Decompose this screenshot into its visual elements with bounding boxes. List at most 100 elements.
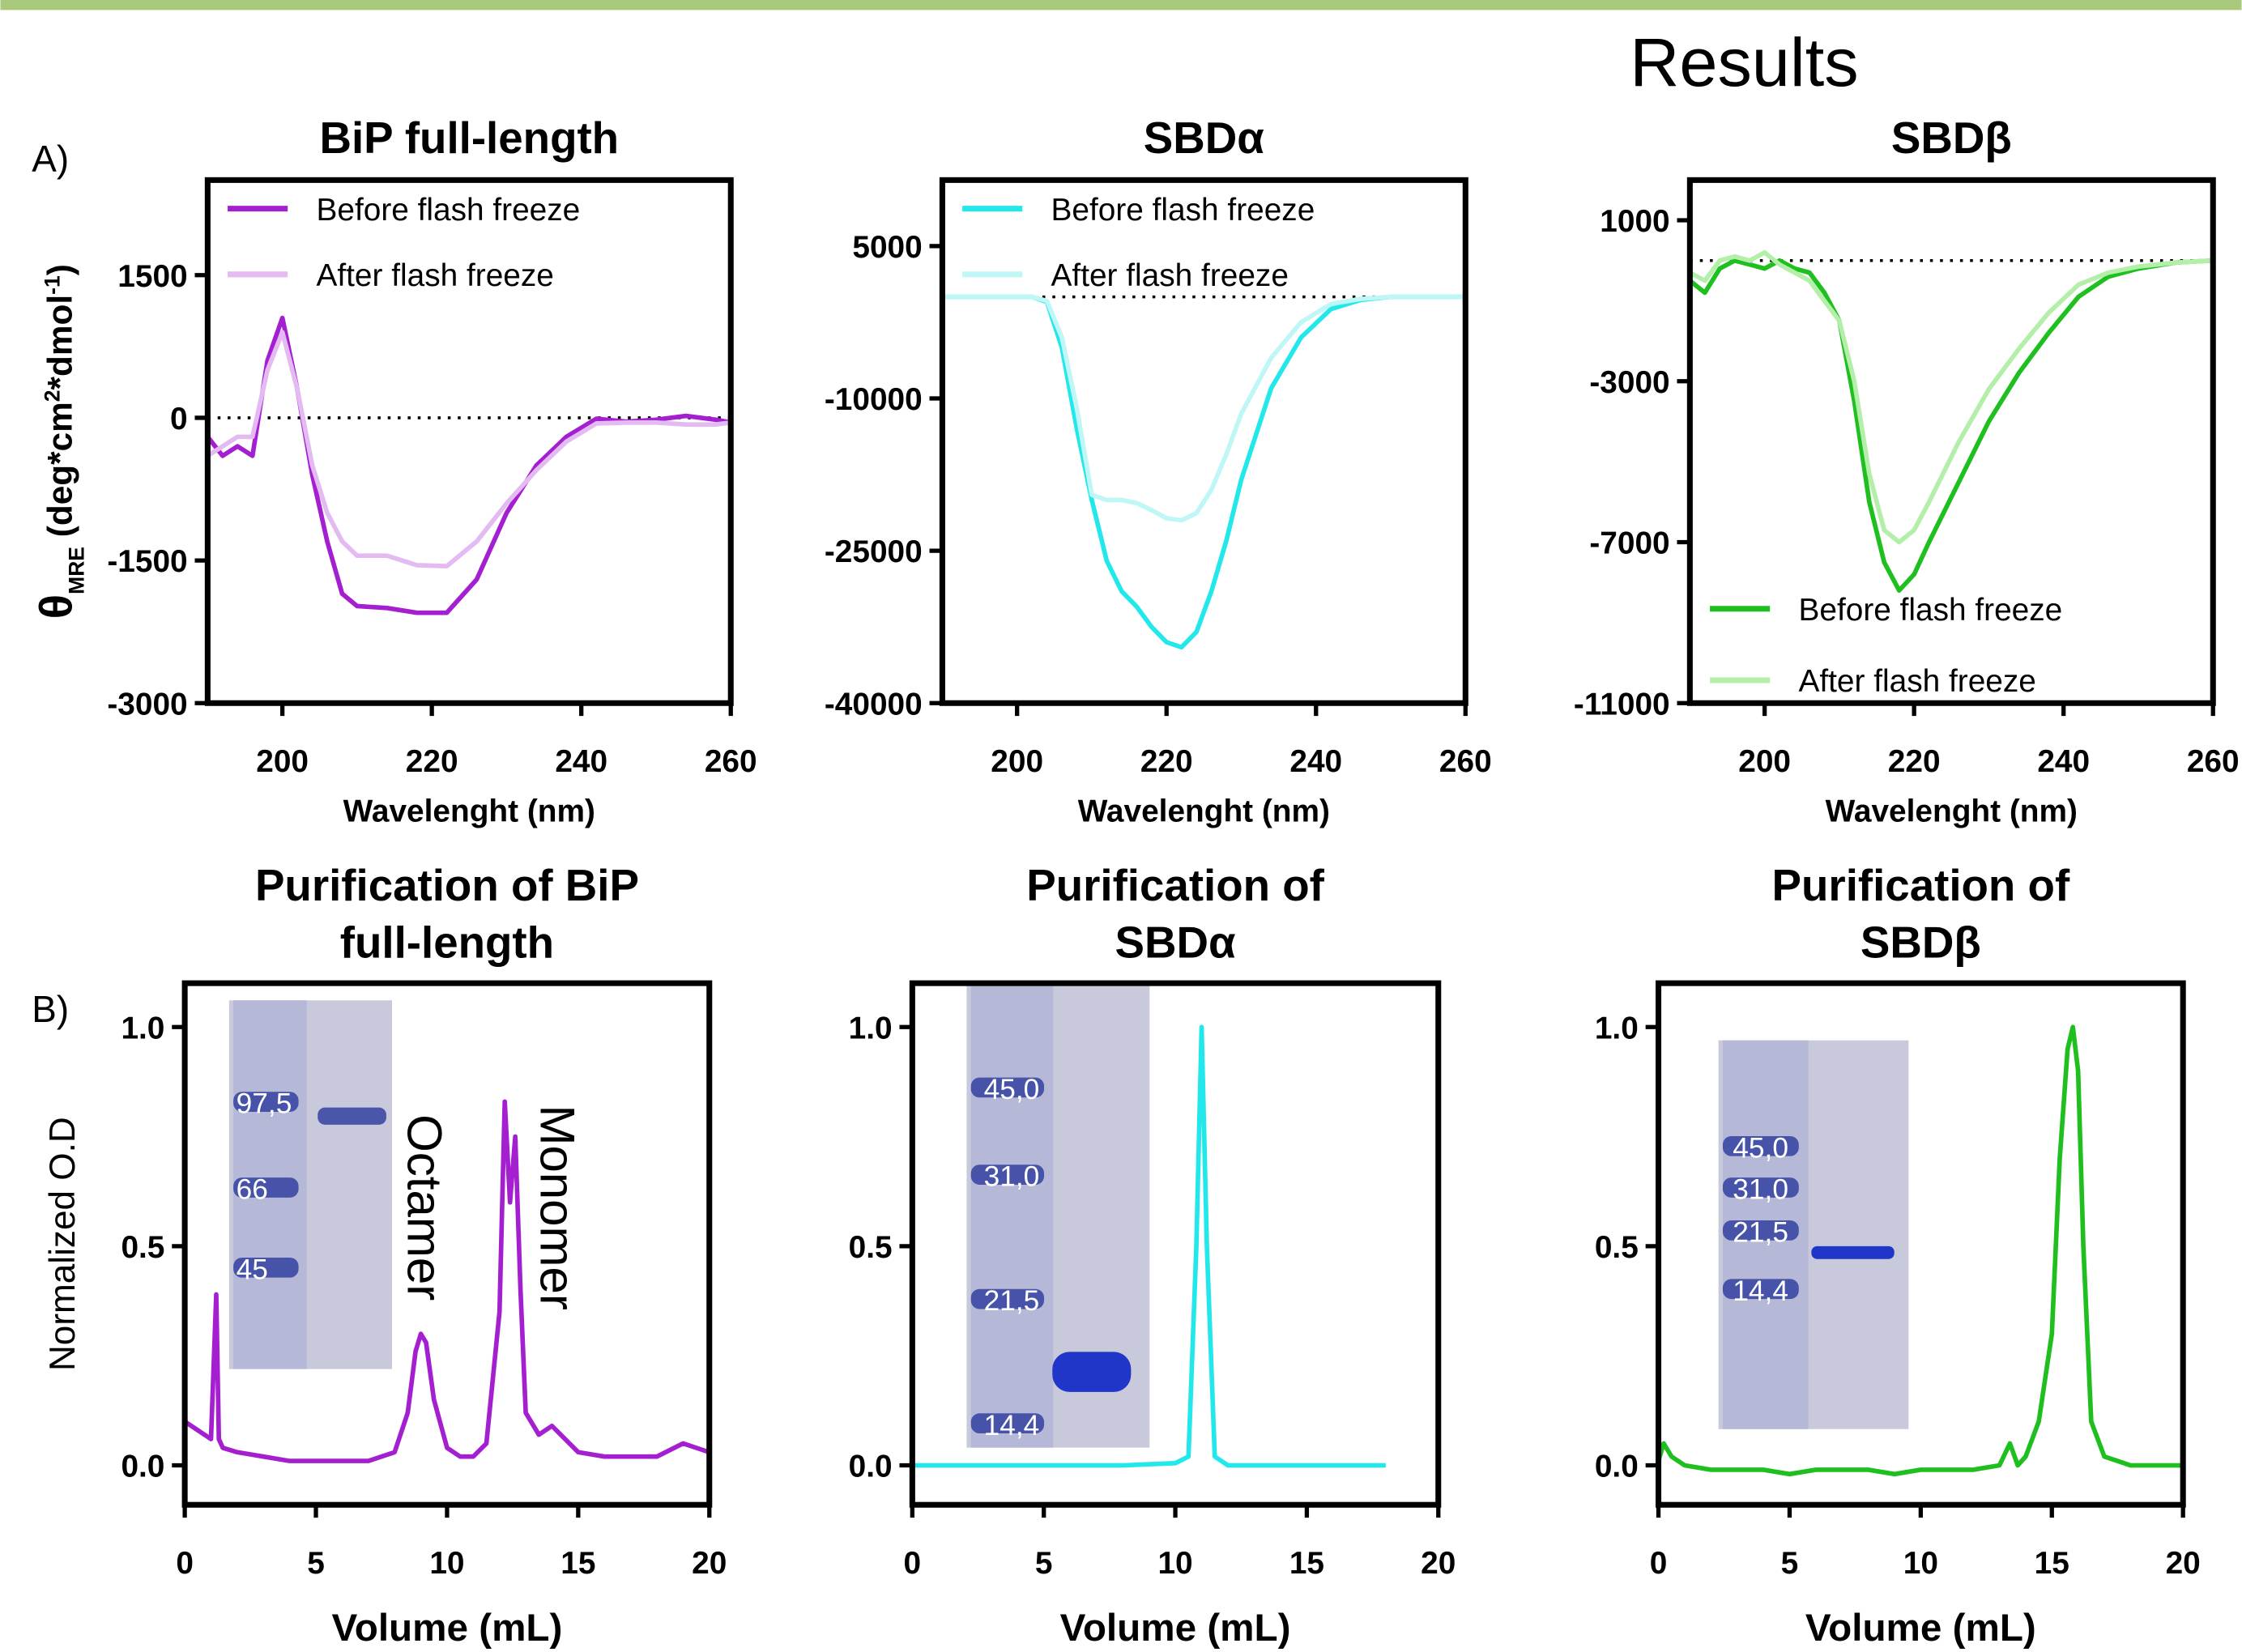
chart-title: SBDβ	[1861, 917, 1981, 967]
x-tick-label: 20	[1421, 1546, 1456, 1581]
gel-label: 97,5	[237, 1088, 292, 1120]
data-line	[912, 1024, 1386, 1468]
y-tick-label: -40000	[825, 687, 923, 722]
y-tick-label: -7000	[1589, 526, 1669, 561]
legend-label: After flash freeze	[316, 258, 553, 293]
gel-band	[1722, 1135, 1799, 1156]
x-tick-label: 15	[560, 1546, 595, 1581]
y-tick-label: 0.0	[849, 1450, 893, 1484]
top-band	[0, 0, 2242, 11]
legend-label: After flash freeze	[1798, 664, 2035, 699]
gel-label: 21,5	[984, 1285, 1040, 1317]
gel-label: 31,0	[1733, 1174, 1788, 1206]
x-tick-label: 240	[1289, 744, 1342, 779]
gel-label: 45	[237, 1254, 268, 1285]
x-axis-label: Wavelenght (nm)	[343, 794, 595, 829]
x-tick-label: 5	[1035, 1546, 1053, 1581]
data-line	[1689, 249, 2214, 545]
x-axis-label: Volume (mL)	[1060, 1607, 1291, 1650]
plot-frame	[1686, 177, 2216, 706]
x-axis-label: Wavelenght (nm)	[1826, 794, 2078, 829]
y-axis-label-part: θ	[31, 594, 82, 620]
y-tick-label: 0.5	[121, 1230, 164, 1265]
x-tick-label: 10	[429, 1546, 464, 1581]
x-tick-label: 260	[705, 744, 757, 779]
y-tick-label: 1.0	[849, 1011, 893, 1045]
x-tick-label: 15	[1289, 1546, 1324, 1581]
x-axis-label: Wavelenght (nm)	[1078, 794, 1330, 829]
y-tick-label: 0	[170, 402, 188, 436]
gel-band	[233, 1257, 299, 1278]
data-line	[942, 294, 1466, 523]
y-tick-label: 1.0	[121, 1011, 164, 1045]
x-tick-label: 0	[1650, 1546, 1668, 1581]
gel-label: 45,0	[984, 1074, 1040, 1105]
x-tick-label: 5	[307, 1546, 325, 1581]
chart-title: Purification of BiP	[255, 860, 639, 910]
x-tick-label: 220	[1140, 744, 1193, 779]
gel-band	[1722, 1177, 1799, 1198]
x-tick-label: 260	[1439, 744, 1492, 779]
x-tick-label: 200	[991, 744, 1043, 779]
y-tick-label: 1000	[1600, 204, 1669, 239]
gel-label: 66	[237, 1174, 268, 1206]
x-tick-label: 15	[2035, 1546, 2069, 1581]
x-tick-label: 0	[176, 1546, 194, 1581]
x-tick-label: 260	[2187, 744, 2240, 779]
chart-title: full-length	[340, 917, 554, 967]
data-line	[1656, 1024, 2184, 1477]
gel-band	[970, 1288, 1045, 1309]
panel-label: B)	[32, 988, 69, 1030]
legend-label: Before flash freeze	[1051, 193, 1315, 228]
y-tick-label: 0.5	[1595, 1230, 1639, 1265]
gel-band	[970, 1413, 1045, 1433]
x-tick-label: 220	[406, 744, 458, 779]
data-line	[206, 315, 731, 615]
gel-band	[1052, 1352, 1132, 1392]
y-axis-label: Normalized O.D	[43, 1117, 83, 1371]
annotation: Monomer	[531, 1105, 585, 1309]
y-tick-label: -25000	[825, 534, 923, 569]
y-tick-label: -11000	[1574, 687, 1670, 722]
x-tick-label: 240	[2037, 744, 2090, 779]
y-tick-label: 1.0	[1595, 1011, 1639, 1045]
y-tick-label: 0.0	[1595, 1450, 1639, 1484]
chart-title: SBDβ	[1891, 113, 2012, 163]
x-tick-label: 240	[555, 744, 607, 779]
x-tick-label: 200	[1738, 744, 1791, 779]
chart-title: Purification of	[1026, 860, 1324, 910]
gel-label: 14,4	[984, 1410, 1040, 1441]
gel-band	[1722, 1279, 1799, 1300]
plot-frame	[939, 177, 1468, 706]
y-tick-label: 0.0	[121, 1450, 164, 1484]
y-tick-label: -3000	[1589, 365, 1669, 400]
data-line	[942, 294, 1466, 650]
y-tick-label: 1500	[117, 259, 187, 294]
x-tick-label: 10	[1903, 1546, 1938, 1581]
x-tick-label: 0	[904, 1546, 922, 1581]
y-axis-label-part: (deg*cm	[41, 402, 79, 547]
x-tick-label: 200	[256, 744, 309, 779]
gel-label: 21,5	[1733, 1217, 1788, 1249]
y-tick-label: -10000	[825, 382, 923, 417]
gel-band	[233, 1092, 299, 1112]
panel-label: A)	[32, 138, 69, 180]
y-axis-label-part: )	[41, 264, 79, 275]
x-tick-label: 10	[1157, 1546, 1192, 1581]
y-tick-label: -1500	[107, 544, 187, 579]
y-axis-label-part: -1	[40, 275, 65, 295]
gel-band	[318, 1107, 386, 1125]
gel-band	[970, 1077, 1045, 1098]
legend-label: Before flash freeze	[1798, 593, 2062, 628]
gel-label: 31,0	[984, 1161, 1040, 1193]
x-tick-label: 220	[1888, 744, 1941, 779]
x-axis-label: Volume (mL)	[332, 1607, 563, 1650]
y-axis-label-part: *dmol	[41, 295, 79, 390]
gel-label: 45,0	[1733, 1132, 1788, 1164]
x-tick-label: 20	[692, 1546, 727, 1581]
y-axis-label-part: Normalized O.D	[43, 1117, 83, 1371]
x-axis-label: Volume (mL)	[1805, 1607, 2036, 1650]
chart-title: BiP full-length	[319, 113, 619, 163]
